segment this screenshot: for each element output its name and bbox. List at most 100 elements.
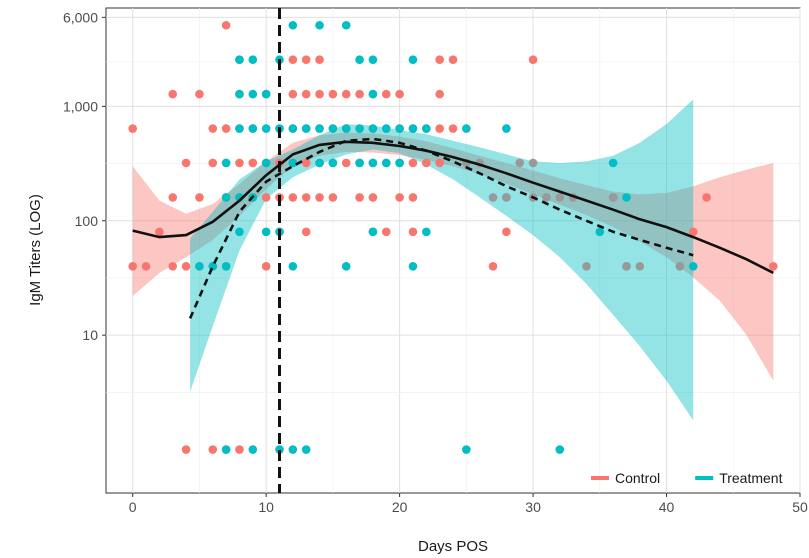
point-treatment — [395, 158, 404, 168]
point-control — [181, 261, 191, 271]
point-treatment — [221, 158, 231, 168]
point-treatment — [315, 20, 324, 30]
x-tick-label: 10 — [258, 499, 274, 515]
x-tick-label: 0 — [129, 499, 137, 515]
point-control — [381, 89, 391, 99]
point-control — [688, 227, 698, 237]
point-treatment — [261, 89, 271, 99]
point-combined — [635, 261, 645, 271]
point-control — [168, 89, 178, 99]
point-control — [221, 20, 231, 30]
point-treatment — [608, 158, 618, 168]
point-control — [288, 193, 298, 202]
grid — [106, 8, 801, 493]
point-control — [422, 158, 431, 168]
point-combined — [488, 193, 498, 202]
point-combined — [542, 193, 551, 202]
point-control — [341, 158, 351, 168]
point-control — [315, 55, 324, 64]
point-treatment — [288, 158, 298, 168]
point-treatment — [341, 124, 351, 133]
y-tick-label: 6,000 — [63, 9, 98, 25]
point-control — [408, 158, 418, 168]
point-treatment — [288, 261, 298, 271]
legend-label-control: Control — [615, 470, 660, 486]
point-control — [181, 445, 191, 454]
point-control — [301, 158, 311, 168]
point-treatment — [368, 89, 378, 99]
y-tick-label: 100 — [75, 213, 99, 229]
y-tick-label: 10 — [82, 327, 98, 343]
point-treatment — [408, 261, 418, 271]
point-control — [288, 89, 298, 99]
y-axis-title: IgM Titers (LOG) — [27, 194, 44, 306]
point-combined — [502, 193, 511, 202]
point-treatment — [502, 124, 511, 133]
point-treatment — [341, 20, 351, 30]
x-axis-ticks: 0 10 20 30 40 50 — [129, 493, 808, 515]
point-control — [141, 261, 151, 271]
point-control — [168, 261, 178, 271]
point-treatment — [195, 261, 204, 271]
point-combined — [675, 261, 685, 271]
point-control — [128, 261, 137, 271]
point-treatment — [395, 124, 404, 133]
y-tick-label: 1,000 — [63, 98, 98, 114]
x-tick-label: 30 — [525, 499, 541, 515]
point-treatment — [368, 55, 378, 64]
point-treatment — [462, 124, 471, 133]
point-control — [355, 193, 364, 202]
point-treatment — [261, 124, 271, 133]
point-treatment — [622, 193, 631, 202]
x-tick-label: 40 — [659, 499, 675, 515]
point-treatment — [368, 158, 378, 168]
x-tick-label: 20 — [392, 499, 408, 515]
point-control — [381, 227, 391, 237]
point-control — [435, 158, 444, 168]
point-combined — [582, 261, 591, 271]
y-axis-ticks: 10 100 1,000 6,000 — [63, 9, 106, 343]
point-treatment — [341, 261, 351, 271]
point-treatment — [315, 158, 324, 168]
point-control — [355, 89, 364, 99]
fit-line-control — [132, 140, 774, 275]
point-treatment — [235, 227, 244, 237]
point-treatment — [408, 124, 418, 133]
point-control — [288, 55, 298, 64]
point-control — [702, 193, 711, 202]
point-treatment — [261, 227, 271, 237]
point-control — [395, 89, 404, 99]
point-treatment — [288, 445, 298, 454]
x-tick-label: 50 — [792, 499, 808, 515]
point-control — [408, 193, 418, 202]
point-control — [769, 261, 778, 271]
point-combined — [608, 193, 618, 202]
point-control — [328, 193, 338, 202]
point-treatment — [355, 158, 364, 168]
point-treatment — [235, 55, 244, 64]
point-treatment — [235, 124, 244, 133]
point-treatment — [355, 124, 364, 133]
ribbon-treatment — [190, 99, 694, 421]
point-control — [488, 261, 498, 271]
point-control — [341, 89, 351, 99]
point-combined — [622, 261, 631, 271]
point-treatment — [301, 124, 311, 133]
data-points — [128, 20, 778, 454]
point-treatment — [328, 158, 338, 168]
fit-line-treatment — [188, 137, 694, 319]
point-control — [448, 124, 458, 133]
point-combined — [515, 158, 525, 168]
point-control — [435, 55, 444, 64]
point-treatment — [248, 89, 258, 99]
point-combined — [528, 158, 538, 168]
point-control — [301, 89, 311, 99]
fit-lines — [132, 137, 774, 319]
point-treatment — [595, 227, 605, 237]
point-treatment — [408, 55, 418, 64]
point-treatment — [422, 227, 431, 237]
point-treatment — [328, 124, 338, 133]
point-treatment — [275, 445, 284, 454]
point-control — [435, 89, 444, 99]
